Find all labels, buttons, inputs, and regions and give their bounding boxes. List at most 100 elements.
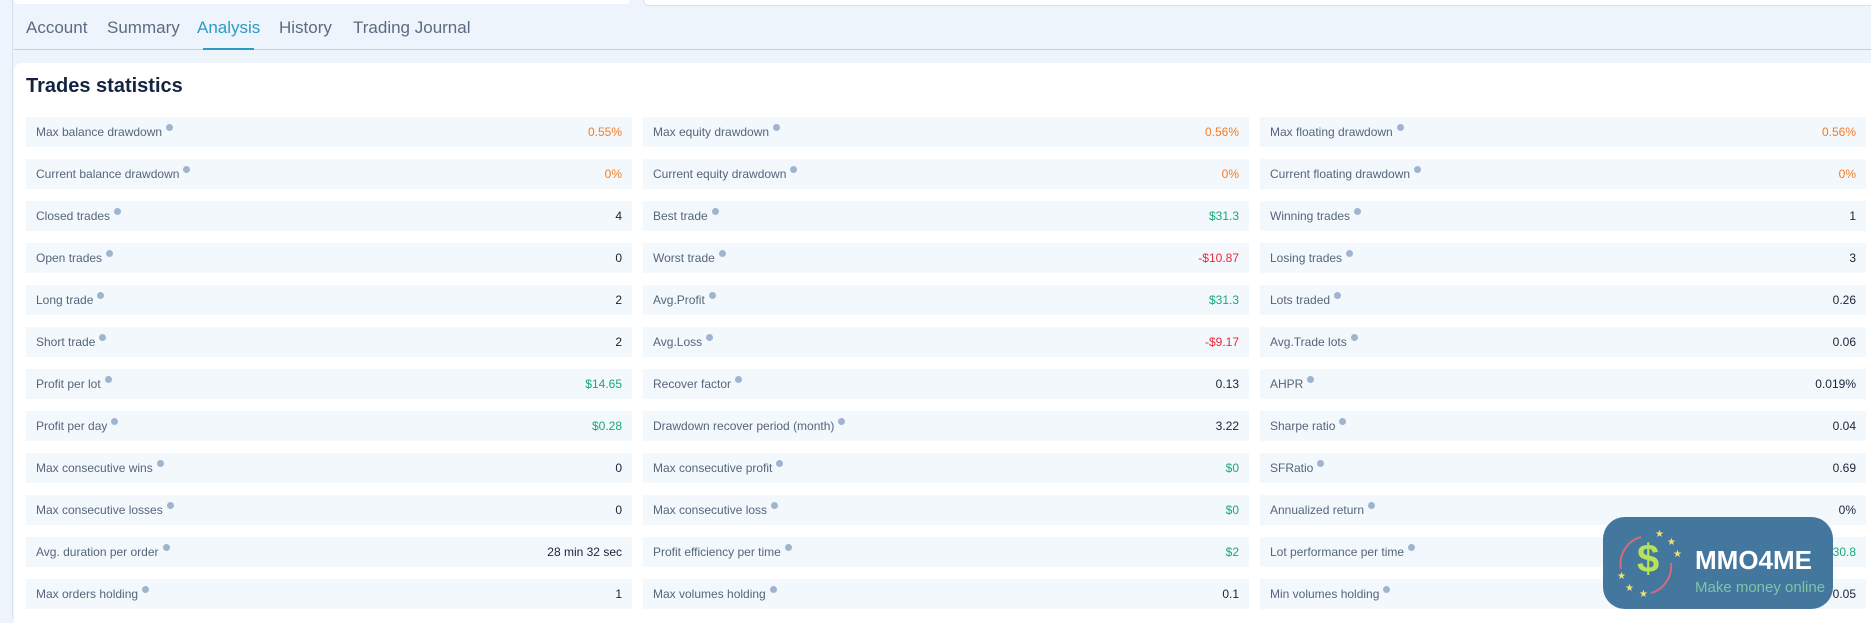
info-icon[interactable] — [99, 334, 107, 341]
stat-label-text: Profit per lot — [36, 377, 101, 391]
stat-label-text: Current balance drawdown — [36, 167, 180, 181]
stat-value: 0.019% — [1815, 377, 1856, 391]
stat-label: Short trade — [36, 334, 107, 349]
stat-row: Open trades 0 — [26, 243, 632, 273]
info-icon[interactable] — [1408, 544, 1416, 551]
info-icon[interactable] — [111, 418, 119, 425]
stat-value: $0 — [1225, 461, 1239, 475]
info-icon[interactable] — [711, 208, 719, 215]
stat-label-text: Worst trade — [653, 251, 715, 265]
info-icon[interactable] — [114, 208, 122, 215]
svg-text:★: ★ — [1667, 537, 1676, 548]
stat-row: Losing trades 3 — [1260, 243, 1866, 273]
svg-text:★: ★ — [1617, 571, 1626, 582]
stat-value: 0 — [615, 461, 622, 475]
stat-label: Max balance drawdown — [36, 124, 174, 139]
info-icon[interactable] — [776, 460, 784, 467]
info-icon[interactable] — [1350, 334, 1358, 341]
watermark-brand: MMO4ME — [1695, 545, 1812, 575]
stat-value: 0% — [1838, 503, 1856, 517]
stat-value: 0.26 — [1832, 293, 1856, 307]
info-icon[interactable] — [166, 502, 174, 509]
info-icon[interactable] — [1317, 460, 1325, 467]
info-icon[interactable] — [1346, 250, 1354, 257]
info-icon[interactable] — [769, 586, 777, 593]
info-icon[interactable] — [1414, 166, 1422, 173]
stat-label: Max consecutive losses — [36, 502, 174, 517]
stat-row: Sharpe ratio 0.04 — [1260, 411, 1866, 441]
info-icon[interactable] — [838, 418, 846, 425]
stat-label: Max consecutive profit — [653, 460, 784, 475]
tab-summary[interactable]: Summary — [107, 18, 180, 37]
stat-value: 1 — [615, 587, 622, 601]
stat-label: Max equity drawdown — [653, 124, 781, 139]
info-icon[interactable] — [142, 586, 150, 593]
stat-value: 0% — [604, 167, 622, 181]
info-icon[interactable] — [1354, 208, 1362, 215]
stat-label-text: Sharpe ratio — [1270, 419, 1336, 433]
stat-label: Losing trades — [1270, 250, 1354, 265]
stat-row: Profit per lot $14.65 — [26, 369, 632, 399]
info-icon[interactable] — [166, 124, 174, 131]
stat-label-text: AHPR — [1270, 377, 1304, 391]
stat-row: Max orders holding 1 — [26, 579, 632, 609]
stat-label-text: Current equity drawdown — [653, 167, 787, 181]
stat-value: 0.56% — [1821, 125, 1856, 139]
info-icon[interactable] — [97, 292, 105, 299]
stat-label-text: Profit efficiency per time — [653, 545, 781, 559]
tab-account[interactable]: Account — [26, 18, 88, 37]
info-icon[interactable] — [156, 460, 164, 467]
stat-row: Avg. duration per order 28 min 32 sec — [26, 537, 632, 567]
stat-label: Recover factor — [653, 376, 743, 391]
info-icon[interactable] — [1383, 586, 1391, 593]
stat-label-text: Lot performance per time — [1270, 545, 1405, 559]
stat-label-text: Avg. duration per order — [36, 545, 159, 559]
stat-row: Long trade 2 — [26, 285, 632, 315]
stat-label: Lots traded — [1270, 292, 1342, 307]
stat-value: $31.3 — [1208, 209, 1239, 223]
stat-label-text: Max volumes holding — [653, 587, 766, 601]
info-icon[interactable] — [106, 250, 114, 257]
stat-label: Max consecutive loss — [653, 502, 779, 517]
stat-value: -$10.87 — [1198, 251, 1239, 265]
stat-label-text: Avg.Profit — [653, 293, 705, 307]
stat-row: Avg.Profit $31.3 — [643, 285, 1249, 315]
info-icon[interactable] — [771, 502, 779, 509]
stat-label-text: Max consecutive profit — [653, 461, 773, 475]
tab-analysis[interactable]: Analysis — [197, 18, 261, 50]
tab-trading-journal[interactable]: Trading Journal — [353, 18, 471, 37]
info-icon[interactable] — [735, 376, 743, 383]
tab-history[interactable]: History — [279, 18, 332, 37]
info-icon[interactable] — [708, 292, 716, 299]
stat-label-text: Max consecutive losses — [36, 503, 163, 517]
stat-value: 4 — [615, 209, 622, 223]
stat-row: Avg.Loss -$9.17 — [643, 327, 1249, 357]
info-icon[interactable] — [784, 544, 792, 551]
info-icon[interactable] — [718, 250, 726, 257]
info-icon[interactable] — [706, 334, 714, 341]
info-icon[interactable] — [790, 166, 798, 173]
stat-row: Max equity drawdown 0.56% — [643, 117, 1249, 147]
stat-row: Max consecutive loss $0 — [643, 495, 1249, 525]
stat-row: SFRatio 0.69 — [1260, 453, 1866, 483]
stat-label: Avg.Trade lots — [1270, 334, 1358, 349]
stat-label-text: Recover factor — [653, 377, 732, 391]
info-icon[interactable] — [1339, 418, 1347, 425]
tab-bar: Account Summary Analysis History Trading… — [14, 12, 1871, 50]
info-icon[interactable] — [1334, 292, 1342, 299]
stat-value: $14.65 — [585, 377, 622, 391]
info-icon[interactable] — [1368, 502, 1376, 509]
stat-value: 0.05 — [1832, 587, 1856, 601]
stat-value: $30.8 — [1825, 545, 1856, 559]
info-icon[interactable] — [104, 376, 112, 383]
info-icon[interactable] — [1307, 376, 1315, 383]
info-icon[interactable] — [183, 166, 191, 173]
stat-label: Best trade — [653, 208, 719, 223]
stat-label: Drawdown recover period (month) — [653, 418, 846, 433]
stat-value: 0% — [1221, 167, 1239, 181]
stat-value: 3.22 — [1215, 419, 1239, 433]
info-icon[interactable] — [162, 544, 170, 551]
svg-text:★: ★ — [1639, 589, 1648, 599]
info-icon[interactable] — [1396, 124, 1404, 131]
info-icon[interactable] — [773, 124, 781, 131]
